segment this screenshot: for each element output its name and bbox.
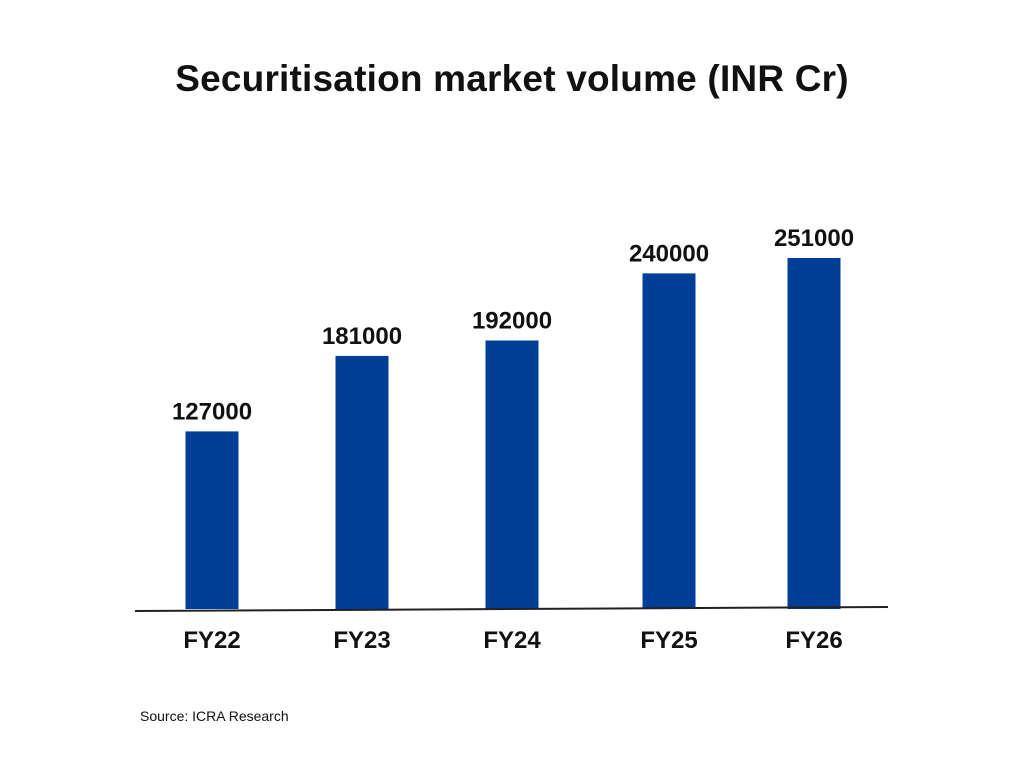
bars-group xyxy=(185,258,841,609)
x-tick-label-fy26: FY26 xyxy=(785,627,842,654)
source-note: Source: ICRA Research xyxy=(140,708,289,724)
bar-fy22 xyxy=(185,431,239,609)
bar-fy23 xyxy=(335,355,389,609)
data-label-fy24: 192000 xyxy=(472,308,552,335)
x-tick-label-fy22: FY22 xyxy=(183,627,240,654)
x-tick-label-fy24: FY24 xyxy=(483,627,541,654)
x-axis-line xyxy=(134,606,889,612)
chart-title: Securitisation market volume (INR Cr) xyxy=(175,58,849,99)
data-label-fy22: 127000 xyxy=(172,398,252,425)
data-label-fy25: 240000 xyxy=(629,240,709,267)
data-label-fy23: 181000 xyxy=(322,323,402,350)
data-labels-group: 127000 181000 192000 240000 251000 xyxy=(172,225,854,425)
x-tick-label-fy23: FY23 xyxy=(333,627,390,654)
x-tick-labels-group: FY22 FY23 FY24 FY25 FY26 xyxy=(183,627,842,654)
bar-fy25 xyxy=(642,273,696,609)
bar-fy26 xyxy=(787,258,841,609)
data-label-fy26: 251000 xyxy=(774,225,854,252)
bar-fy24 xyxy=(485,340,539,609)
x-tick-label-fy25: FY25 xyxy=(640,627,697,654)
